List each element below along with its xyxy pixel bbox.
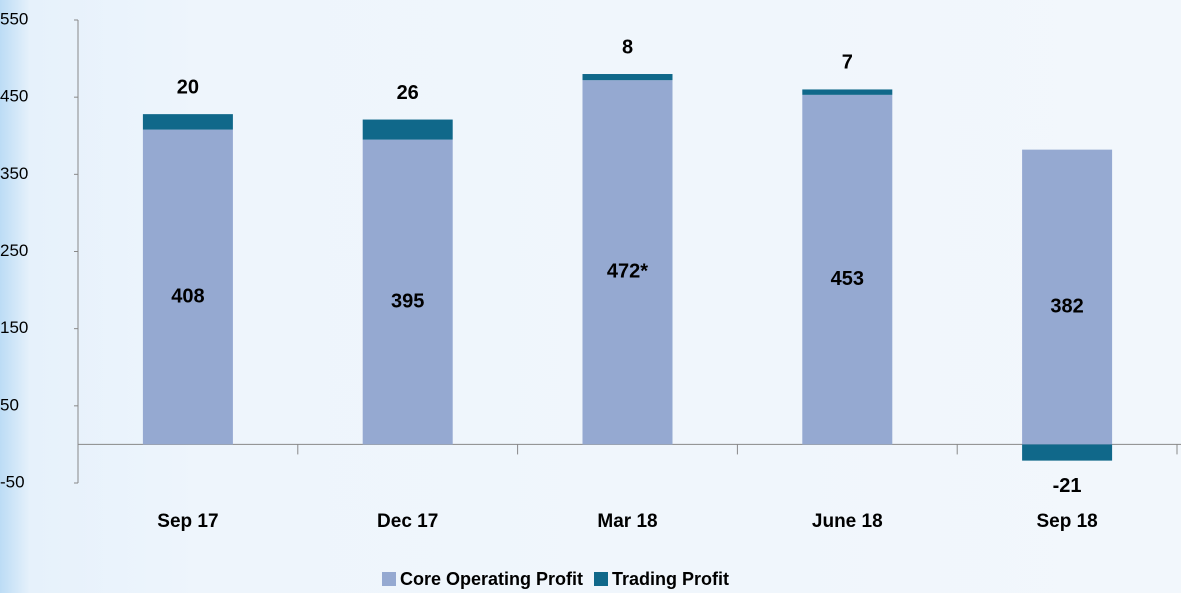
bar-segment <box>362 139 453 445</box>
bar-segment <box>582 80 673 445</box>
value-label: 395 <box>391 290 424 312</box>
bar-segment <box>582 74 673 81</box>
bar-segment <box>1022 444 1113 461</box>
value-label: 453 <box>831 268 864 290</box>
bar-segment <box>142 129 233 445</box>
value-label: 472* <box>607 261 648 283</box>
y-tick-label: 550 <box>0 9 28 28</box>
x-tick-label: Sep 17 <box>157 511 218 532</box>
value-label: 8 <box>622 36 633 58</box>
legend-swatch <box>382 572 396 586</box>
y-tick-label: 50 <box>0 395 19 414</box>
value-label: 26 <box>397 82 419 104</box>
y-tick-label: 250 <box>0 241 28 260</box>
bar-segment <box>142 114 233 130</box>
y-tick-label: 450 <box>0 87 28 106</box>
value-label: 7 <box>842 52 853 74</box>
bar-segment <box>362 119 453 140</box>
y-tick-label: 150 <box>0 318 28 337</box>
value-label: 408 <box>171 285 204 307</box>
x-tick-label: Mar 18 <box>597 511 657 532</box>
value-label: 20 <box>177 76 199 98</box>
bar-segment <box>1022 149 1113 445</box>
x-tick-label: Sep 18 <box>1036 511 1097 532</box>
x-tick-label: Dec 17 <box>377 511 438 532</box>
legend-label: Core Operating Profit <box>400 569 583 589</box>
legend-swatch <box>594 572 608 586</box>
x-tick-label: June 18 <box>812 511 883 532</box>
value-label: -21 <box>1053 475 1082 497</box>
bar-segment <box>802 94 893 445</box>
bar-segment <box>802 89 893 95</box>
y-tick-label: 350 <box>0 164 28 183</box>
legend-label: Trading Profit <box>612 569 729 589</box>
value-label: 382 <box>1050 295 1083 317</box>
y-tick-label: -50 <box>0 472 25 491</box>
